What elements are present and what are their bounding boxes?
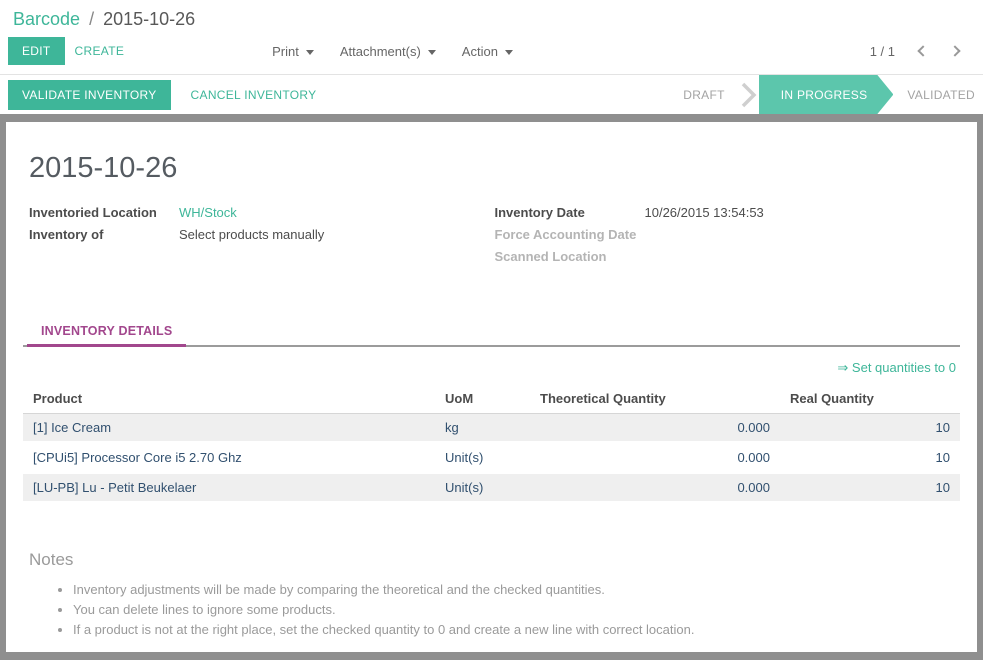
uom-cell: Unit(s) xyxy=(435,442,530,474)
breadcrumb: Barcode / 2015-10-26 xyxy=(0,0,983,30)
status-draft[interactable]: DRAFT xyxy=(683,87,725,102)
toolbar: EDIT CREATE Print Attachment(s) Action 1… xyxy=(0,30,983,74)
breadcrumb-separator: / xyxy=(89,9,95,29)
product-cell: [1] Ice Cream xyxy=(23,413,435,444)
breadcrumb-current: 2015-10-26 xyxy=(103,9,196,29)
field-inventoried-location: Inventoried Location WH/Stock xyxy=(29,205,495,220)
pager: 1 / 1 xyxy=(869,43,961,59)
action-menu-button[interactable]: Action xyxy=(462,44,513,59)
inventory-of-value: Select products manually xyxy=(179,227,325,242)
list-actions: ⇒ Set quantities to 0 xyxy=(23,347,960,386)
set-quantities-to-zero-link[interactable]: ⇒ Set quantities to 0 xyxy=(837,360,956,375)
notes-section: Notes Inventory adjustments will be made… xyxy=(29,550,960,637)
field-inventory-date: Inventory Date 10/26/2015 13:54:53 xyxy=(495,205,961,220)
field-inventory-of: Inventory of Select products manually xyxy=(29,227,495,242)
theoretical-qty-cell: 0.000 xyxy=(530,413,780,444)
create-button[interactable]: CREATE xyxy=(65,37,135,65)
notes-list: Inventory adjustments will be made by co… xyxy=(29,582,960,637)
status-validated[interactable]: VALIDATED xyxy=(907,87,975,102)
print-menu-button[interactable]: Print xyxy=(272,44,314,59)
chevron-right-icon xyxy=(741,82,757,107)
caret-down-icon xyxy=(504,49,513,55)
action-menus: Print Attachment(s) Action xyxy=(272,44,513,59)
column-header-real-quantity[interactable]: Real Quantity xyxy=(780,386,960,414)
table-row[interactable]: [1] Ice Cream kg 0.000 10 xyxy=(23,413,960,444)
product-cell: [CPUi5] Processor Core i5 2.70 Ghz xyxy=(23,442,435,474)
field-grid: Inventoried Location WH/Stock Inventory … xyxy=(29,205,960,271)
statusbar: VALIDATE INVENTORY CANCEL INVENTORY DRAF… xyxy=(0,74,983,114)
action-menu-label: Action xyxy=(461,43,498,59)
column-header-uom[interactable]: UoM xyxy=(435,386,530,414)
real-qty-cell: 10 xyxy=(780,442,960,474)
field-label: Inventoried Location xyxy=(29,205,157,220)
column-header-theoretical-quantity[interactable]: Theoretical Quantity xyxy=(530,386,780,414)
status-in-progress[interactable]: IN PROGRESS xyxy=(759,75,894,114)
inventory-date-value: 10/26/2015 13:54:53 xyxy=(644,205,764,220)
form-sheet: 2015-10-26 Inventoried Location WH/Stock… xyxy=(6,122,977,652)
table-row[interactable]: [CPUi5] Processor Core i5 2.70 Ghz Unit(… xyxy=(23,442,960,474)
column-header-product[interactable]: Product xyxy=(23,386,435,414)
uom-cell: Unit(s) xyxy=(435,472,530,504)
field-label: Scanned Location xyxy=(494,249,607,264)
field-label: Force Accounting Date xyxy=(494,227,637,242)
breadcrumb-parent-link[interactable]: Barcode xyxy=(13,9,81,29)
caret-down-icon xyxy=(427,49,436,55)
print-menu-label: Print xyxy=(272,43,299,59)
real-qty-cell: 10 xyxy=(780,472,960,504)
attachments-menu-button[interactable]: Attachment(s) xyxy=(340,44,436,59)
edit-button[interactable]: EDIT xyxy=(8,37,65,65)
field-label: Inventory Date xyxy=(494,205,585,220)
product-cell: [LU-PB] Lu - Petit Beukelaer xyxy=(23,472,435,504)
pager-value[interactable]: 1 / 1 xyxy=(869,43,895,59)
field-force-accounting-date: Force Accounting Date xyxy=(495,227,961,242)
validate-inventory-button[interactable]: VALIDATE INVENTORY xyxy=(8,79,171,110)
pager-prev-button chevron-left-icon[interactable] xyxy=(917,45,929,57)
cancel-inventory-button[interactable]: CANCEL INVENTORY xyxy=(181,81,327,109)
theoretical-qty-cell: 0.000 xyxy=(530,472,780,504)
theoretical-qty-cell: 0.000 xyxy=(530,442,780,474)
note-item: You can delete lines to ignore some prod… xyxy=(73,602,960,617)
status-pipeline: DRAFT IN PROGRESS VALIDATED xyxy=(669,75,983,114)
page-title: 2015-10-26 xyxy=(29,152,178,184)
table-row[interactable]: [LU-PB] Lu - Petit Beukelaer Unit(s) 0.0… xyxy=(23,472,960,504)
field-label: Inventory of xyxy=(29,227,104,242)
attachments-menu-label: Attachment(s) xyxy=(339,43,421,59)
inventory-lines-table: Product UoM Theoretical Quantity Real Qu… xyxy=(23,386,960,504)
caret-down-icon xyxy=(305,49,314,55)
real-qty-cell: 10 xyxy=(780,413,960,444)
notebook-tabbar: INVENTORY DETAILS xyxy=(23,315,960,347)
field-column-right: Inventory Date 10/26/2015 13:54:53 Force… xyxy=(495,205,961,271)
notes-title: Notes xyxy=(29,550,74,569)
inventoried-location-link[interactable]: WH/Stock xyxy=(179,205,237,220)
field-scanned-location: Scanned Location xyxy=(495,249,961,264)
note-item: Inventory adjustments will be made by co… xyxy=(73,582,960,597)
tab-inventory-details[interactable]: INVENTORY DETAILS xyxy=(27,315,187,347)
field-column-left: Inventoried Location WH/Stock Inventory … xyxy=(29,205,495,271)
note-item: If a product is not at the right place, … xyxy=(73,622,960,637)
sheet-background: 2015-10-26 Inventoried Location WH/Stock… xyxy=(0,114,983,660)
table-header-row: Product UoM Theoretical Quantity Real Qu… xyxy=(23,386,960,414)
uom-cell: kg xyxy=(435,413,530,444)
pager-next-button chevron-right-icon[interactable] xyxy=(949,45,961,57)
